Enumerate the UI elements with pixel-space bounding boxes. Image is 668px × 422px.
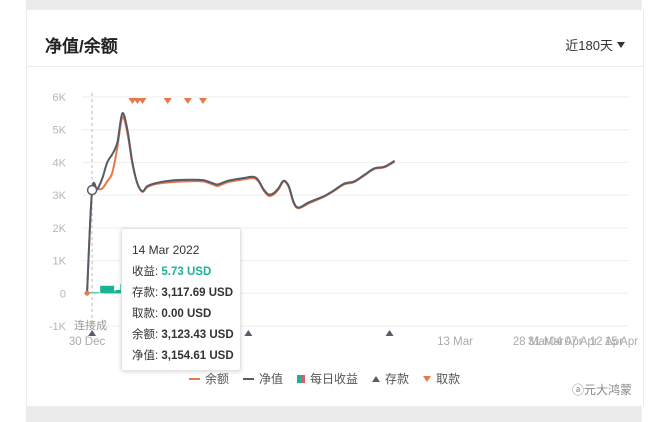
top-divider [26, 0, 642, 10]
bottom-divider [26, 406, 642, 422]
legend-daily[interactable]: 每日收益 [297, 370, 358, 387]
y-tick-label: 0 [60, 288, 66, 300]
balance-start-dot [84, 290, 90, 296]
withdrawal-marker [163, 98, 172, 104]
x-tick-label: 30 Dec [69, 336, 106, 348]
tooltip-withdraw: 取款: 0.00 USD [132, 308, 212, 320]
withdrawal-marker [183, 98, 192, 104]
deposit-marker [385, 330, 394, 336]
tooltip-deposit: 存款: 3,117.69 USD [132, 287, 234, 299]
net-value-line [86, 112, 396, 294]
withdrawal-marker [133, 98, 142, 104]
tooltip-withdraw-value: 0.00 USD [161, 308, 212, 320]
legend-balance-line-icon [189, 377, 200, 380]
legend-net[interactable]: 净值 [243, 370, 283, 387]
tooltip-balance-value: 3,123.43 USD [161, 329, 234, 341]
watermark: ⓐ元大鸿蒙 [572, 383, 633, 397]
card-title: 净值/余额 [45, 37, 118, 56]
legend-daily-square-icon [297, 374, 306, 383]
equity-balance-card: 净值/余额 近180天 6K 5K 4K 3K 2K 1K 0 -1K 30 Dec 13 Mar… [26, 10, 644, 406]
y-tick-label: 1K [53, 256, 67, 268]
deposit-marker [88, 330, 97, 336]
y-tick-label: 3K [53, 190, 67, 202]
daily-income-bar [100, 285, 115, 294]
legend-withdraw-triangle-icon [423, 375, 432, 382]
withdrawal-marker [198, 98, 207, 104]
hover-point [86, 184, 98, 196]
legend-deposit[interactable]: 存款 [372, 370, 409, 387]
y-tick-label: 2K [53, 223, 67, 235]
legend-balance[interactable]: 余额 [189, 370, 229, 387]
crosshair-label: 连接成 [74, 319, 107, 332]
card-header: 净值/余额 近180天 [27, 10, 643, 67]
deposit-marker [244, 330, 253, 336]
x-tick-label: 31 Mar [528, 336, 564, 348]
y-tick-label: 6K [53, 92, 67, 104]
x-tick-label: 12 Apr [590, 336, 623, 348]
legend-net-line-icon [243, 377, 255, 380]
x-tick-label: 07 Apr [564, 336, 597, 348]
legend-deposit-triangle-icon [372, 375, 381, 382]
y-tick-label: 5K [53, 125, 67, 137]
y-tick-label: -1K [49, 321, 67, 333]
tooltip-balance: 余额: 3,123.43 USD [132, 329, 234, 341]
x-tick-label: 13 Mar [437, 336, 473, 348]
tooltip-income: 收益: 5.73 USD [132, 266, 212, 278]
chart-legend: 余额 净值 每日收益 存款 取款 [189, 370, 460, 387]
tooltip-date: 14 Mar 2022 [132, 243, 200, 257]
withdrawal-marker [128, 98, 137, 104]
tooltip-deposit-value: 3,117.69 USD [161, 287, 234, 299]
x-tick-label: 15 Apr [605, 336, 638, 348]
range-dropdown[interactable]: 近180天 [565, 35, 625, 54]
x-tick-label: 28 Mar [513, 336, 549, 348]
withdrawal-marker [138, 98, 147, 104]
tooltip-income-value: 5.73 USD [161, 266, 212, 278]
chart-tooltip: 14 Mar 2022 收益: 5.73 USD 存款: 3,117.69 US… [121, 228, 241, 371]
tooltip-net: 净值: 3,154.61 USD [132, 350, 234, 362]
chevron-down-icon [617, 41, 625, 48]
y-tick-label: 4K [53, 157, 67, 169]
legend-withdraw[interactable]: 取款 [423, 370, 460, 387]
tooltip-net-value: 3,154.61 USD [161, 350, 234, 362]
x-tick-label: 04 Apr [549, 336, 582, 348]
daily-income-bar [105, 291, 120, 294]
range-label: 近180天 [565, 38, 613, 53]
